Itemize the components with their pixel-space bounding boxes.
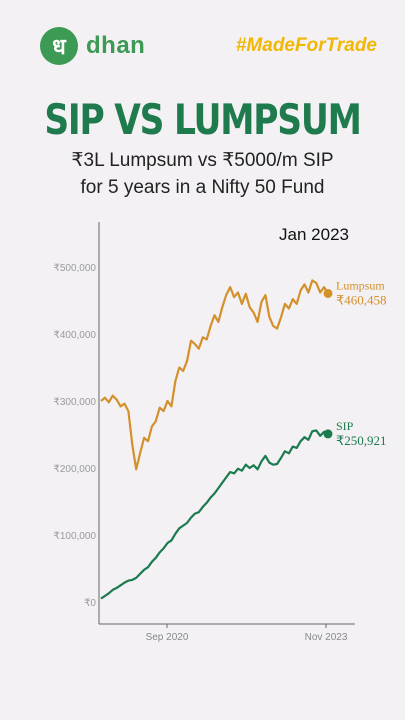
subtitle: ₹3L Lumpsum vs ₹5000/m SIP for 5 years i… [0, 147, 405, 201]
y-tick-label: ₹400,000 [53, 330, 96, 341]
x-tick-label: Sep 2020 [146, 632, 189, 643]
series-label-lumpsum: Lumpsum [336, 278, 385, 292]
y-tick-label: ₹200,000 [53, 464, 96, 475]
page-title: SIP VS LUMPSUM [44, 95, 362, 144]
series-endpoint-sip [323, 429, 333, 439]
subtitle-line-1: ₹3L Lumpsum vs ₹5000/m SIP [71, 150, 334, 171]
y-tick-label: ₹0 [84, 598, 96, 609]
hashtag: #MadeForTrade [235, 35, 377, 56]
series-line-sip [100, 429, 329, 600]
x-tick-label: Nov 2023 [305, 632, 348, 643]
y-tick-label: ₹300,000 [53, 397, 96, 408]
brand: ध dhan [40, 27, 145, 65]
series-value-lumpsum: ₹460,458 [336, 292, 387, 307]
brand-name: dhan [86, 32, 146, 59]
line-chart: ₹0 ₹100,000 ₹200,000 ₹300,000 ₹400,000 ₹500,0… [53, 222, 387, 643]
series-value-sip: ₹250,921 [336, 433, 387, 448]
y-tick-label: ₹500,000 [53, 263, 96, 274]
series-endpoint-lumpsum [323, 288, 333, 298]
series-label-sip: SIP [336, 419, 354, 433]
date-label: Jan 2023 [279, 225, 349, 244]
subtitle-line-2: for 5 years in a Nifty 50 Fund [80, 177, 325, 198]
series-line-lumpsum [100, 279, 329, 471]
y-tick-label: ₹100,000 [53, 531, 96, 542]
dhan-logo-icon: ध [40, 27, 78, 65]
